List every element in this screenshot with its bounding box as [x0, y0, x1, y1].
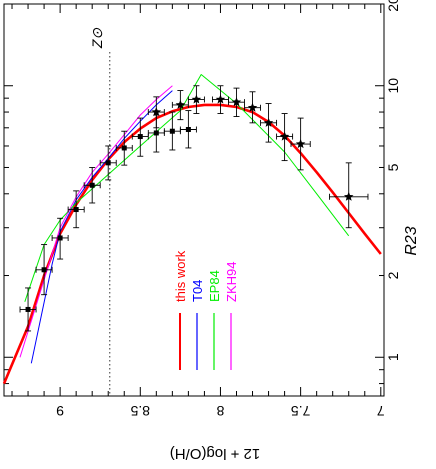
- data-point-square: [137, 134, 143, 140]
- data-point-star: [263, 117, 274, 127]
- data-point-square: [89, 182, 95, 188]
- y-tick-label: 1: [385, 353, 401, 361]
- data-point-star: [279, 131, 290, 141]
- legend-label-ep84: EP84: [207, 270, 222, 302]
- data-point-square: [41, 267, 47, 273]
- y-tick-label: 5: [385, 163, 401, 171]
- x-axis-label: 12 + log(O/H): [170, 445, 260, 462]
- y-tick-label: 20: [385, 0, 401, 12]
- y-tick-label: 10: [385, 78, 401, 94]
- data-point-star: [175, 99, 186, 109]
- data-point-square: [153, 130, 159, 136]
- x-tick-label: 7.5: [291, 403, 311, 419]
- data-point-star: [191, 94, 202, 104]
- plot-frame: [3, 3, 385, 397]
- data-point-square: [169, 128, 175, 134]
- legend: this work T04 EP84 ZKH94: [173, 250, 239, 370]
- axis-ticks: [4, 3, 384, 396]
- data-point-square: [185, 126, 191, 132]
- data-point-square: [25, 306, 31, 312]
- data-point-star: [344, 191, 354, 201]
- data-point-star: [231, 97, 242, 107]
- data-point-square: [57, 235, 63, 241]
- data-point-star: [247, 102, 258, 112]
- series-line-zkh94: [19, 85, 173, 358]
- data-point-square: [121, 145, 127, 151]
- legend-label-zkh94: ZKH94: [224, 262, 239, 302]
- data-point-star: [151, 107, 162, 117]
- data-point-square: [105, 160, 111, 166]
- y-axis-label: R23: [403, 226, 420, 255]
- data-point-star: [295, 139, 306, 149]
- y-tick-label: 2: [385, 271, 401, 279]
- x-tick-label: 9: [56, 403, 64, 419]
- data-point-star: [215, 94, 226, 104]
- x-tick-label: 7: [377, 403, 385, 419]
- x-tick-label: 8: [216, 403, 224, 419]
- legend-label-this-work: this work: [173, 250, 188, 302]
- data-point-square: [73, 207, 79, 213]
- legend-label-t04: T04: [190, 280, 205, 302]
- x-tick-label: 8.5: [130, 403, 150, 419]
- points-layer: [19, 85, 369, 332]
- solar-metallicity-label: Z⊙: [89, 28, 105, 50]
- series-line-t04: [30, 90, 173, 364]
